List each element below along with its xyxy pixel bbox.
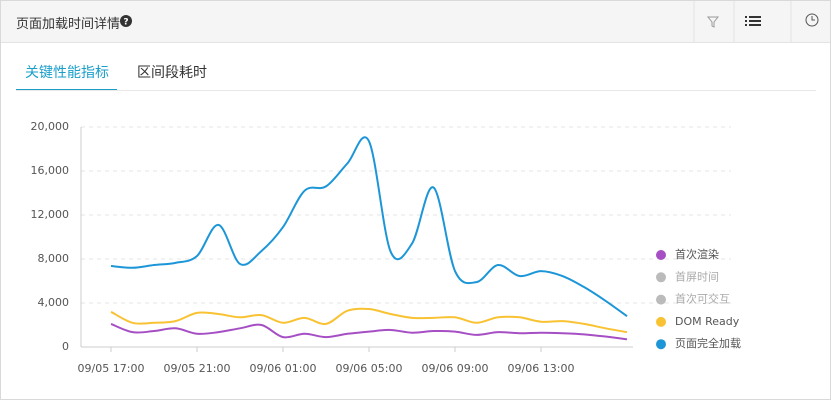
y-tick-label: 20,000 [31, 120, 70, 133]
x-tick-label: 09/06 09:00 [422, 362, 489, 375]
tab-border [16, 90, 816, 91]
tab-active[interactable]: 关键性能指标 [25, 65, 109, 81]
y-tick-label: 12,000 [31, 208, 70, 221]
x-tick-label: 09/05 21:00 [164, 362, 231, 375]
legend-marker [656, 339, 666, 350]
series-line [110, 322, 628, 341]
legend-marker [656, 294, 666, 305]
legend-label[interactable]: 首屏时间 [675, 269, 719, 283]
help-glyph: ? [123, 18, 128, 28]
legend-label[interactable]: 首次渲染 [675, 247, 719, 261]
x-tick-label: 09/06 05:00 [336, 362, 403, 375]
y-tick-label: 0 [62, 340, 69, 353]
x-tick-label: 09/06 13:00 [508, 362, 575, 375]
panel-header: 页面加载时间详情 ? [1, 1, 830, 43]
list-icon[interactable] [745, 16, 761, 26]
y-tick-label: 16,000 [31, 164, 70, 177]
filter-icon[interactable] [706, 16, 720, 28]
legend-marker [656, 272, 666, 283]
legend-label[interactable]: 首次可交互 [675, 292, 730, 306]
series-line [110, 136, 628, 318]
legend-marker [656, 250, 666, 260]
x-tick-label: 09/05 17:00 [78, 362, 145, 375]
legend-marker [656, 316, 666, 327]
legend-label[interactable]: DOM Ready [675, 315, 740, 328]
x-tick-label: 09/06 01:00 [250, 362, 317, 375]
clock-icon[interactable] [805, 13, 819, 27]
y-tick-label: 4,000 [38, 296, 70, 309]
header-icons: ? [120, 1, 819, 42]
y-tick-label: 8,000 [38, 252, 70, 265]
legend-label[interactable]: 页面完全加载 [675, 336, 741, 350]
tab[interactable]: 区间段耗时 [137, 65, 207, 81]
series-line [110, 307, 628, 334]
help-icon[interactable] [120, 15, 132, 27]
clock-hands [811, 16, 815, 21]
panel-title: 页面加载时间详情 [16, 17, 121, 32]
